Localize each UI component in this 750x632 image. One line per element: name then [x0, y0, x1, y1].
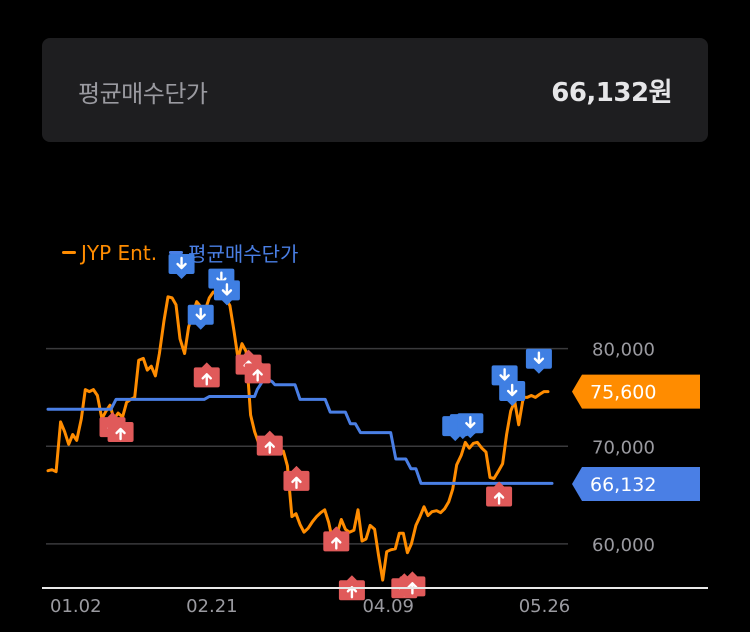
- series-line-1: [46, 377, 554, 485]
- down-arrow-icon: [533, 351, 545, 364]
- axes: 80,000 70,000 60,000 01.02 02.21 04.09 05.26: [42, 340, 708, 617]
- value-tag-0: 75,600: [572, 374, 700, 409]
- down-arrow-icon: [221, 283, 233, 296]
- down-arrow-icon: [499, 368, 510, 381]
- value-tag-label: 75,600: [590, 382, 656, 404]
- down-arrow-icon: [176, 256, 187, 270]
- sell-marker-8: [499, 380, 526, 406]
- sell-marker-9: [525, 348, 552, 374]
- up-arrow-icon: [201, 373, 212, 386]
- series-lines: [46, 286, 554, 582]
- value-tag-label: 66,132: [590, 474, 656, 496]
- legend-swatch-average: [169, 251, 184, 254]
- average-price-label: 평균매수단가: [78, 80, 208, 108]
- x-tick-label-1: 02.21: [186, 596, 238, 617]
- chart-legend: JYP Ent. 평균매수단가: [62, 238, 310, 267]
- down-arrow-icon: [195, 307, 206, 320]
- average-price-card: 평균매수단가 66,132원: [42, 38, 708, 142]
- down-arrow-icon: [465, 415, 476, 429]
- legend-swatch-stock: [62, 251, 76, 254]
- buy-marker-17: [323, 526, 350, 552]
- average-price-value: 66,132원: [551, 78, 672, 108]
- buy-marker-14: [244, 358, 271, 384]
- sell-marker-3: [213, 280, 240, 306]
- up-arrow-icon: [252, 369, 263, 382]
- value-tag-shape: [572, 467, 700, 502]
- grid-lines: [46, 347, 568, 545]
- x-tick-label-0: 01.02: [50, 596, 102, 617]
- x-tick-label-2: 04.09: [362, 596, 414, 617]
- x-tick-label-3: 05.26: [519, 596, 571, 617]
- sell-marker-6: [457, 413, 484, 439]
- buy-marker-11: [107, 417, 134, 443]
- value-tags: 75,600 66,132: [572, 374, 700, 502]
- up-arrow-icon: [115, 427, 126, 441]
- buy-marker-15: [256, 430, 283, 456]
- down-arrow-icon: [506, 383, 518, 397]
- legend-item-average: 평균매수단가: [169, 238, 298, 267]
- legend-item-stock: JYP Ent.: [62, 241, 157, 265]
- buy-marker-16: [283, 465, 310, 491]
- value-tag-shape: [572, 374, 700, 409]
- buy-marker-12: [193, 362, 220, 388]
- sell-marker-0: [168, 254, 195, 279]
- buy-marker-21: [486, 481, 513, 507]
- legend-label-average: 평균매수단가: [188, 242, 299, 266]
- up-arrow-icon: [493, 492, 505, 505]
- up-arrow-icon: [291, 476, 302, 490]
- up-arrow-icon: [331, 537, 342, 550]
- trade-markers: [99, 254, 552, 601]
- up-arrow-icon: [264, 441, 275, 454]
- legend-label-stock: JYP Ent.: [81, 240, 158, 265]
- y-tick-label-2: 60,000: [592, 535, 655, 556]
- value-tag-1: 66,132: [572, 467, 700, 502]
- sell-marker-1: [187, 304, 214, 330]
- y-tick-label-0: 80,000: [592, 340, 655, 361]
- y-tick-label-1: 70,000: [592, 437, 655, 458]
